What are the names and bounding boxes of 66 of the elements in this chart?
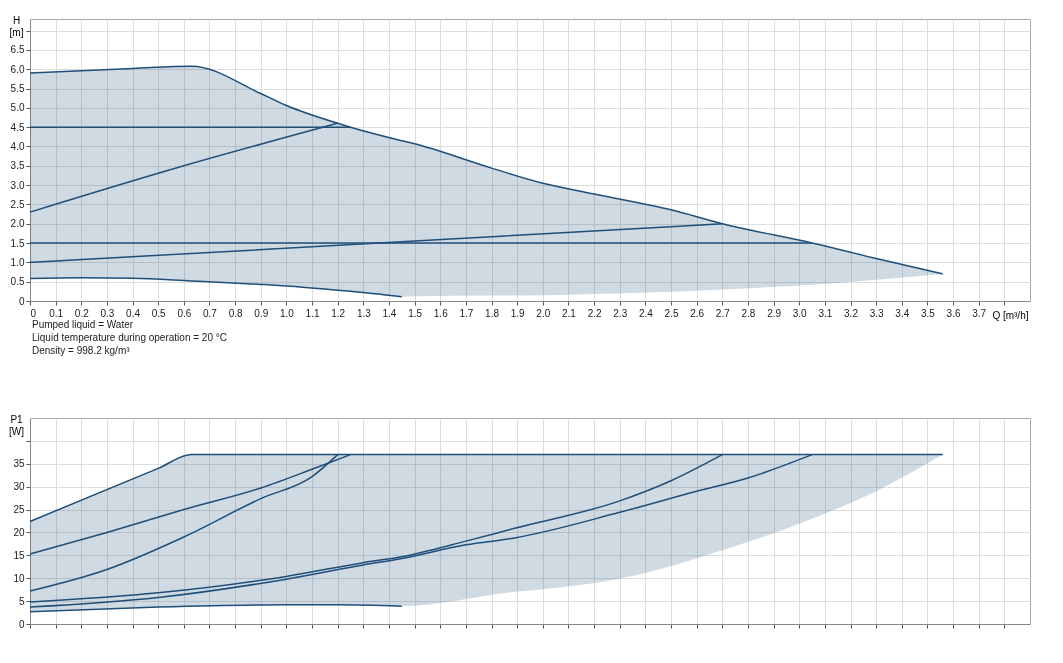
- y-axis-title: P1 [W]: [9, 413, 25, 437]
- y-tick-label: 1.5: [10, 237, 25, 249]
- x-tick-label: 1.2: [331, 307, 346, 319]
- x-tick-label: 0: [30, 307, 37, 319]
- x-tick-label: 3.4: [895, 307, 910, 319]
- y-tick-label: 0: [18, 295, 25, 307]
- x-tick-label: 2.6: [690, 307, 705, 319]
- y-tick-label: 10: [13, 572, 25, 584]
- x-tick-label: 2.8: [741, 307, 756, 319]
- x-tick-label: 0.4: [126, 307, 141, 319]
- x-tick-label: 1.0: [279, 307, 295, 319]
- x-tick-label: 2.9: [767, 307, 782, 319]
- y-tick-label: 3.5: [10, 160, 25, 172]
- y-tick-label: 5: [18, 595, 25, 607]
- y-tick-label: 2.5: [10, 198, 25, 210]
- y-tick-label: 3.0: [10, 179, 25, 191]
- x-tick-label: 2.7: [715, 307, 731, 319]
- x-tick-label: 0.5: [151, 307, 167, 319]
- x-tick-label: 2.0: [536, 307, 551, 319]
- x-tick-label: 1.5: [408, 307, 423, 319]
- x-tick-label: 1.3: [356, 307, 372, 319]
- y-tick-label: 20: [13, 526, 25, 538]
- y-tick-label: 6.0: [10, 63, 25, 75]
- x-tick-label: 0.6: [177, 307, 192, 319]
- x-tick-label: 3.7: [972, 307, 987, 319]
- text: Pumped liquid = Water: [32, 319, 134, 330]
- y-tick-label: 6.5: [10, 44, 25, 56]
- x-tick-label: 1.1: [305, 307, 320, 319]
- x-tick-label: 2.1: [562, 307, 577, 319]
- x-tick-label: 1.4: [382, 307, 397, 319]
- x-tick-label: 3.6: [946, 307, 961, 319]
- x-tick-label: 2.5: [664, 307, 679, 319]
- x-tick-label: 3.0: [792, 307, 808, 319]
- x-tick-label: 2.3: [613, 307, 628, 319]
- y-tick-label: 4.5: [10, 121, 25, 133]
- x-tick-label: 1.6: [433, 307, 449, 319]
- text: Density = 998.2 kg/m³: [32, 345, 131, 356]
- y-tick-label: 0.5: [10, 276, 25, 288]
- x-tick-label: 3.1: [818, 307, 833, 319]
- x-tick-label: 2.4: [638, 307, 654, 319]
- x-tick-label: 1.8: [485, 307, 500, 319]
- x-tick-label: 3.5: [920, 307, 936, 319]
- y-tick-label: 30: [13, 481, 25, 493]
- y-tick-label: 5.0: [10, 102, 25, 114]
- x-tick-label: 0.9: [254, 307, 269, 319]
- x-tick-label: 1.7: [459, 307, 474, 319]
- y-tick-label: 5.5: [10, 83, 25, 95]
- y-tick-label: 4.0: [10, 140, 25, 152]
- y-tick-label: 0: [18, 618, 25, 630]
- x-tick-label: 0.8: [228, 307, 244, 319]
- x-tick-label: 3.2: [844, 307, 859, 319]
- x-tick-label: 1.9: [510, 307, 526, 319]
- x-axis-title: Q [m³/h]: [992, 309, 1029, 321]
- x-tick-label: 3.3: [869, 307, 885, 319]
- x-tick-label: 2.2: [587, 307, 602, 319]
- x-tick-label: 0.3: [100, 307, 115, 319]
- x-tick-label: 0.1: [49, 307, 64, 319]
- y-tick-label: 35: [13, 458, 25, 470]
- y-tick-label: 25: [13, 504, 25, 516]
- y-tick-label: 15: [13, 549, 25, 561]
- text: Liquid temperature during operation = 20 °C: [32, 332, 227, 343]
- x-tick-label: 0.2: [74, 307, 90, 319]
- x-tick-label: 0.7: [203, 307, 218, 319]
- y-tick-label: 1.0: [10, 256, 25, 268]
- y-axis-title: H [m]: [9, 14, 24, 38]
- y-tick-label: 2.0: [10, 218, 25, 230]
